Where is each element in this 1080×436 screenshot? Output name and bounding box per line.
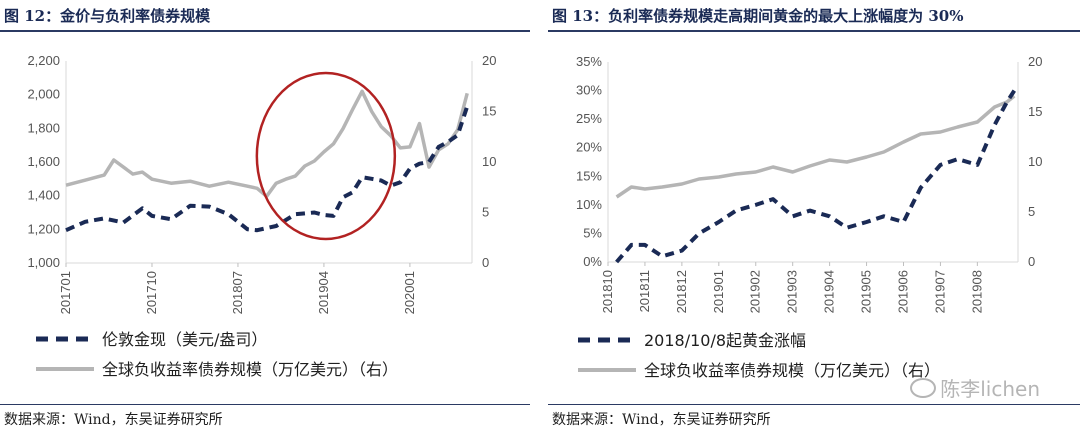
y-right-tick-label: 10 (482, 154, 496, 169)
gold-series-line (615, 89, 1016, 264)
y-left-tick-label: 30% (576, 83, 602, 98)
watermark-text: 陈李lichen (940, 377, 1040, 401)
y-right-tick-label: 20 (482, 53, 496, 68)
y-right-tick-label: 0 (482, 255, 489, 270)
title-divider (548, 30, 1080, 32)
y-left-tick-label: 5% (583, 225, 602, 240)
figure-13-panel: 图 13：负利率债券规模走高期间黄金的最大上涨幅度为 30% 0% 5% 10% 15… (548, 0, 1080, 436)
y-left-tick-label: 0% (583, 254, 602, 269)
y-left-tick-label: 35% (576, 54, 602, 69)
x-tick-label: 201902 (748, 270, 763, 313)
x-tick-label: 201907 (932, 270, 947, 313)
y-left-tick-label: 10% (576, 197, 602, 212)
y-left-tick-label: 1,000 (27, 255, 60, 270)
x-tick-label: 201904 (822, 270, 837, 313)
x-tick-label: 201901 (711, 270, 726, 313)
y-left-tick-label: 20% (576, 140, 602, 155)
highlight-circle (255, 71, 397, 241)
x-tick-label: 201807 (230, 271, 245, 314)
x-tick-label: 201701 (58, 271, 73, 314)
x-tick-label: 201903 (785, 270, 800, 313)
x-tick-label: 201905 (859, 270, 874, 313)
y-right-tick-label: 20 (1028, 54, 1042, 69)
y-left-tick-label: 2,200 (27, 53, 60, 68)
x-tick-label: 201811 (637, 270, 652, 312)
y-left-tick-label: 1,800 (27, 120, 60, 135)
chart-title: 图 13：负利率债券规模走高期间黄金的最大上涨幅度为 30% (552, 7, 964, 25)
watermark: 陈李lichen (910, 373, 1040, 402)
wechat-icon (910, 378, 937, 398)
x-tick-label: 201908 (969, 270, 984, 313)
y-left-tick-label: 2,000 (27, 87, 60, 102)
y-right-tick-label: 10 (1028, 154, 1042, 169)
y-left-tick-label: 1,400 (27, 188, 60, 203)
legend-label-bonds: 全球负收益率债券规模（万亿美元）（右） (102, 360, 398, 379)
legend-label-gold: 2018/10/8起黄金涨幅 (644, 331, 806, 350)
y-right-tick-label: 5 (482, 205, 489, 220)
title-divider (0, 30, 530, 32)
x-tick-label: 201810 (600, 270, 615, 313)
y-right-tick-label: 0 (1028, 254, 1035, 269)
legend-label-bonds: 全球负收益率债券规模（万亿美元）（右） (644, 361, 940, 380)
y-right-tick-label: 15 (482, 104, 496, 119)
y-left-tick-label: 25% (576, 111, 602, 126)
source-divider (0, 404, 530, 405)
negative-yield-bonds-series-line (615, 94, 1016, 199)
x-tick-label: 201906 (895, 270, 910, 313)
y-left-tick-label: 1,200 (27, 221, 60, 236)
y-left-tick-label: 15% (576, 168, 602, 183)
source-note: 数据来源：Wind，东吴证券研究所 (552, 412, 771, 428)
source-note: 数据来源：Wind，东吴证券研究所 (4, 412, 223, 428)
x-tick-label: 202001 (402, 271, 417, 314)
gold-series-line (65, 105, 470, 233)
source-divider (548, 404, 1080, 405)
negative-yield-bonds-series-line (65, 89, 469, 199)
chart-13-svg: 0% 5% 10% 15% 20% 25% 30% 35% 0 5 10 15 20 201810 2018… (576, 54, 1043, 380)
chart-12-svg: 1,000 1,200 1,400 1,600 1,800 2,000 2,200 0 5 10 1… (27, 53, 496, 379)
x-tick-label: 201710 (144, 271, 159, 314)
y-left-tick-label: 1,600 (27, 154, 60, 169)
x-tick-label: 201904 (316, 271, 331, 314)
y-right-tick-label: 15 (1028, 104, 1042, 119)
x-tick-label: 201812 (674, 270, 689, 313)
chart-title: 图 12：金价与负利率债券规模 (4, 7, 211, 25)
figure-12-panel: 图 12：金价与负利率债券规模 1,000 1,200 1,400 1,600 1,80… (0, 0, 530, 436)
y-right-tick-label: 5 (1028, 204, 1035, 219)
legend-label-gold: 伦敦金现（美元/盎司） (102, 330, 267, 349)
